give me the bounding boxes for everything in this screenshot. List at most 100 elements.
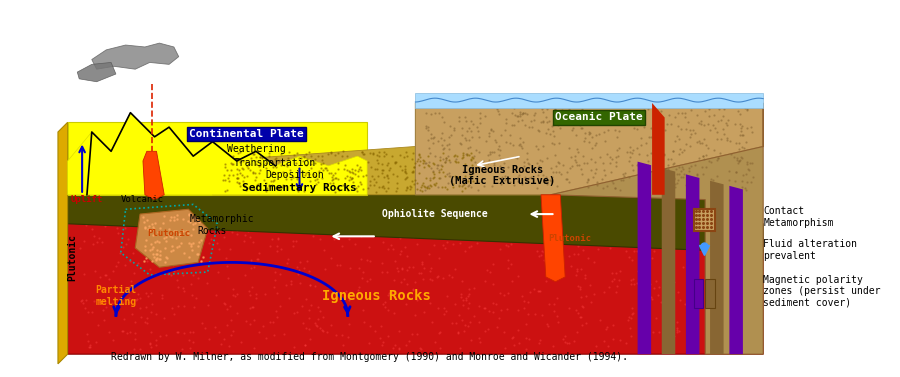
Point [734,155,749,161]
Point [582,282,597,288]
Point [644,150,658,156]
Point [731,108,745,114]
Point [585,228,599,234]
Point [361,159,375,165]
Point [521,160,535,166]
Point [517,298,531,304]
Point [327,236,341,242]
Point [352,265,366,271]
Point [381,159,395,166]
Point [121,219,135,225]
Point [328,170,342,176]
Point [549,169,563,175]
Point [225,161,239,167]
Point [396,276,410,282]
Point [719,122,733,128]
Point [441,170,455,176]
Point [183,234,197,240]
Point [702,113,716,119]
Point [498,291,512,297]
Point [342,168,356,174]
Point [406,169,420,175]
Point [388,159,402,166]
Point [266,164,280,170]
Point [419,125,434,131]
Point [698,107,713,113]
Point [652,284,666,290]
Point [325,213,339,219]
Point [693,121,707,127]
Point [376,339,391,345]
Point [568,153,582,159]
Point [624,281,638,287]
Point [361,185,375,191]
Point [322,170,337,176]
Point [184,243,198,249]
Point [226,291,240,297]
Point [398,166,412,172]
Point [554,116,569,123]
Point [165,218,179,224]
Point [310,218,324,224]
Polygon shape [68,113,367,195]
Point [472,149,486,155]
Point [140,315,155,321]
Point [436,156,450,162]
Point [296,154,310,160]
Point [411,270,426,276]
Point [597,129,611,135]
Point [338,219,352,225]
Point [400,184,414,190]
Point [507,342,521,348]
Polygon shape [68,122,367,195]
Point [339,173,354,179]
Point [533,337,547,343]
Text: Redrawn by W. Milner, as modified from Montgomery (1990) and Monroe and Wicander: Redrawn by W. Milner, as modified from M… [111,352,628,362]
Point [657,185,671,191]
Point [734,154,749,160]
Point [657,329,671,335]
Point [665,213,680,219]
Point [531,288,545,294]
Point [249,291,264,297]
Point [608,127,622,133]
Point [423,150,437,156]
Point [692,120,706,126]
Point [316,314,330,320]
Point [352,284,366,290]
Point [728,187,742,193]
Point [539,174,554,180]
Point [302,149,316,155]
Point [243,305,257,311]
Point [386,246,400,252]
Point [680,229,694,235]
Point [79,331,94,337]
Point [332,187,347,193]
Point [720,116,734,123]
Point [469,220,483,226]
Point [686,127,700,133]
Point [424,111,438,117]
Point [740,106,754,112]
Point [139,247,153,253]
Point [624,277,638,283]
Point [157,242,171,248]
Point [613,221,627,227]
Point [318,166,332,172]
Point [75,297,89,303]
Point [266,177,281,183]
Point [399,342,413,348]
Point [453,345,467,351]
Point [537,257,552,264]
Point [459,151,473,157]
Point [246,304,260,310]
Point [122,294,136,300]
Point [451,115,465,121]
Point [303,282,318,288]
Point [86,213,100,219]
Point [459,297,473,303]
Point [460,128,474,134]
Point [461,145,475,151]
Point [150,215,165,221]
Point [451,330,465,336]
